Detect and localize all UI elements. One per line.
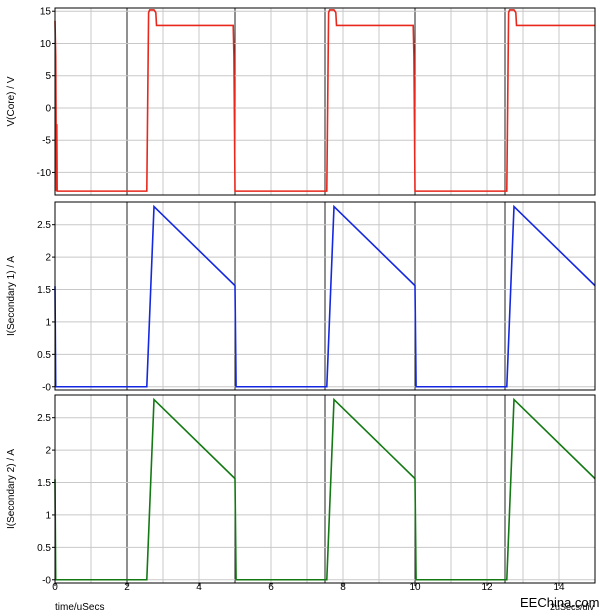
plot-frame-outline bbox=[54, 394, 596, 584]
y-axis-label: V(Core) / V bbox=[6, 76, 17, 126]
y-tick-label: -5 bbox=[42, 136, 51, 147]
y-tick-label: 2 bbox=[45, 446, 51, 457]
y-tick-label: 1.5 bbox=[37, 478, 51, 489]
x-tick-label: 8 bbox=[340, 582, 346, 593]
y-tick-label: 15 bbox=[40, 7, 52, 18]
y-tick-label: 0 bbox=[45, 103, 51, 114]
x-tick-label: 2 bbox=[124, 582, 130, 593]
y-tick-label: 2.5 bbox=[37, 413, 51, 424]
x-tick-label: 12 bbox=[481, 582, 493, 593]
x-scale-annotation: 2uSecs/div bbox=[550, 602, 595, 612]
y-tick-label: -0 bbox=[42, 575, 51, 586]
x-tick-label: 10 bbox=[409, 582, 421, 593]
y-tick-label: -10 bbox=[37, 168, 52, 179]
x-tick-label: 0 bbox=[52, 582, 58, 593]
x-tick-label: 4 bbox=[196, 582, 202, 593]
y-tick-label: 5 bbox=[45, 71, 51, 82]
y-tick-label: 2.5 bbox=[37, 220, 51, 231]
chart-panel-2: 2.5 2 1.5 1 0.5 -0 I(Secondary 1) / A bbox=[6, 201, 596, 393]
y-tick-label: 0.5 bbox=[37, 543, 51, 554]
plot-frame-outline bbox=[54, 7, 596, 196]
y-tick-label: -0 bbox=[42, 382, 51, 393]
series-line-1 bbox=[54, 397, 596, 581]
y-tick-label: 1 bbox=[45, 510, 51, 521]
plot-frame-outline bbox=[54, 201, 596, 391]
y-tick-label: 1 bbox=[45, 317, 51, 328]
series-line-1 bbox=[54, 9, 595, 192]
x-tick-label: 6 bbox=[268, 582, 274, 593]
x-axis-label: time/uSecs bbox=[55, 602, 104, 613]
y-tick-label: 2 bbox=[45, 253, 51, 264]
y-tick-label: 1.5 bbox=[37, 285, 51, 296]
chart-panel-3: 2.5 2 1.5 1 0.5 -0 I(Secondary 2) / A bbox=[6, 394, 596, 586]
y-axis-label: I(Secondary 2) / A bbox=[6, 449, 17, 529]
watermark-logo: EEChina.com bbox=[520, 595, 599, 610]
series-line-1 bbox=[54, 204, 596, 388]
y-axis-label: I(Secondary 1) / A bbox=[6, 256, 17, 336]
y-tick-label: 10 bbox=[40, 39, 52, 50]
x-tick-label: 14 bbox=[553, 582, 565, 593]
chart-panel-1: 15 10 5 0 -5 -10 V(Core) / V bbox=[6, 7, 596, 196]
y-tick-label: 0.5 bbox=[37, 350, 51, 361]
